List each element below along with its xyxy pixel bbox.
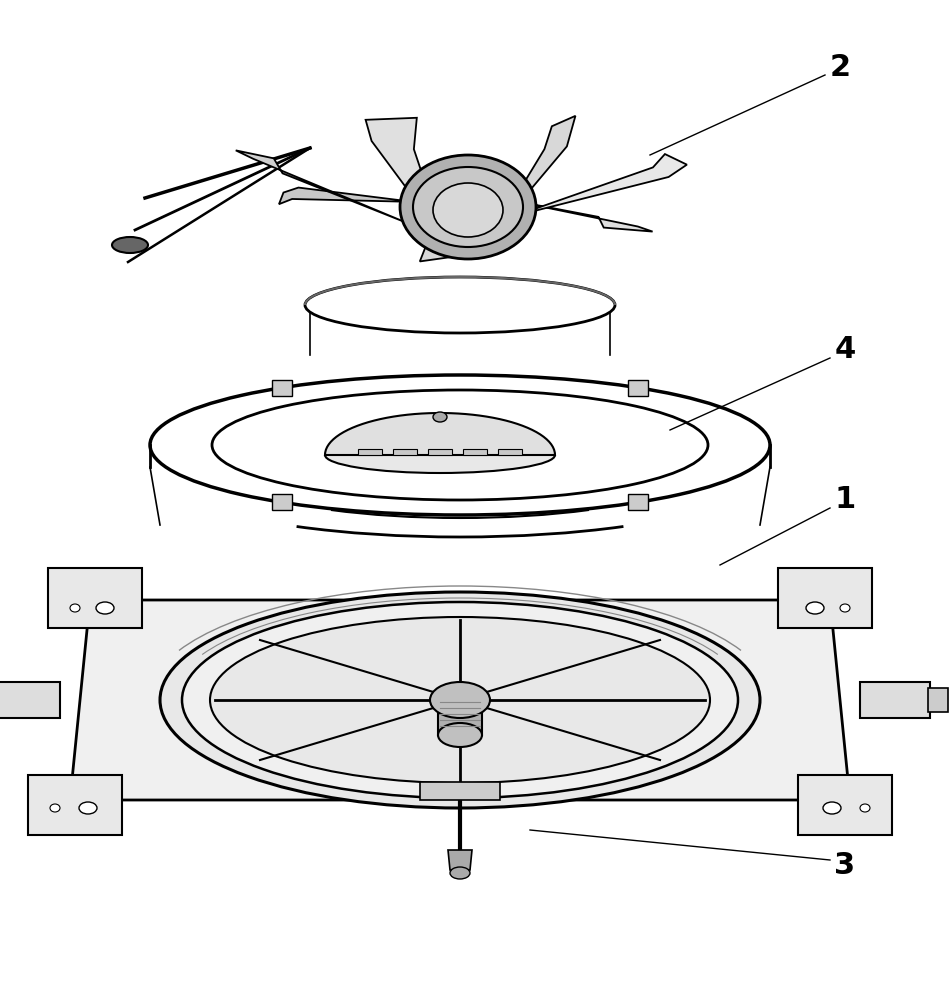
Polygon shape: [272, 380, 292, 396]
Text: 1: 1: [834, 486, 856, 514]
Polygon shape: [860, 682, 930, 718]
Polygon shape: [236, 150, 408, 223]
Polygon shape: [358, 449, 382, 455]
Polygon shape: [448, 850, 472, 870]
Polygon shape: [493, 116, 575, 235]
Ellipse shape: [400, 155, 536, 259]
Polygon shape: [48, 568, 142, 628]
Ellipse shape: [433, 412, 447, 422]
Polygon shape: [0, 682, 60, 718]
Ellipse shape: [79, 802, 97, 814]
Polygon shape: [628, 380, 648, 396]
Polygon shape: [798, 775, 892, 835]
Polygon shape: [498, 449, 522, 455]
Polygon shape: [778, 568, 872, 628]
Ellipse shape: [430, 682, 490, 718]
Text: 4: 4: [834, 336, 856, 364]
Ellipse shape: [860, 804, 870, 812]
Polygon shape: [463, 449, 487, 455]
Polygon shape: [325, 413, 555, 455]
Polygon shape: [419, 190, 466, 261]
Polygon shape: [420, 782, 500, 800]
Text: 3: 3: [834, 850, 856, 880]
Polygon shape: [928, 688, 948, 712]
Polygon shape: [514, 154, 687, 216]
Ellipse shape: [450, 867, 470, 879]
Ellipse shape: [150, 375, 770, 515]
Text: 2: 2: [829, 53, 850, 83]
Polygon shape: [393, 449, 417, 455]
Ellipse shape: [182, 602, 738, 798]
Polygon shape: [428, 449, 452, 455]
Ellipse shape: [823, 802, 841, 814]
Ellipse shape: [438, 723, 482, 747]
Ellipse shape: [210, 617, 710, 783]
Ellipse shape: [325, 437, 555, 473]
Ellipse shape: [806, 602, 824, 614]
Polygon shape: [500, 198, 652, 232]
Ellipse shape: [70, 604, 80, 612]
Ellipse shape: [840, 604, 850, 612]
Ellipse shape: [305, 277, 615, 333]
Polygon shape: [365, 118, 444, 239]
Ellipse shape: [433, 183, 503, 237]
Polygon shape: [272, 494, 292, 510]
Polygon shape: [28, 775, 122, 835]
Polygon shape: [628, 494, 648, 510]
Ellipse shape: [112, 237, 148, 253]
Polygon shape: [279, 188, 414, 204]
Ellipse shape: [212, 390, 708, 500]
Ellipse shape: [96, 602, 114, 614]
Ellipse shape: [50, 804, 60, 812]
Polygon shape: [70, 600, 850, 800]
Ellipse shape: [413, 167, 523, 247]
Ellipse shape: [160, 592, 760, 808]
Polygon shape: [438, 700, 482, 735]
